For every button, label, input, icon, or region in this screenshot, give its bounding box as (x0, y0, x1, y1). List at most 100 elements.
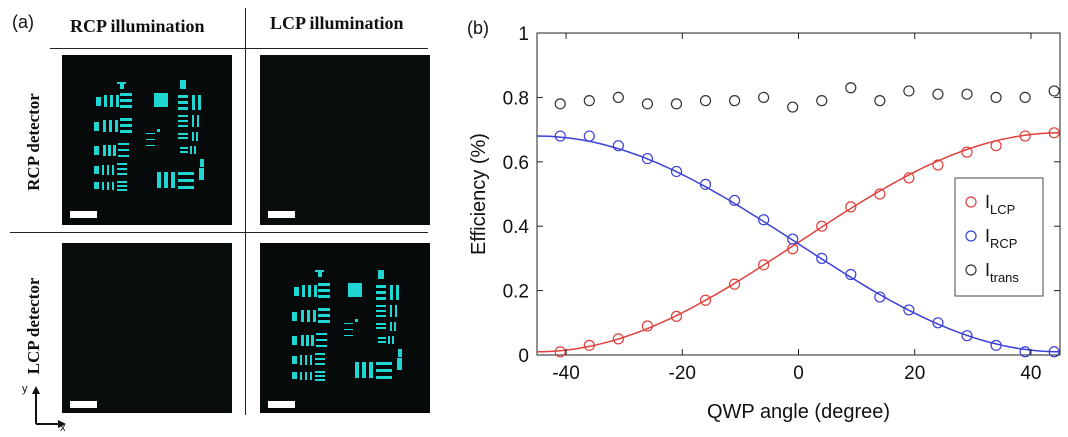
data-point-i-rcp (1048, 346, 1060, 358)
data-point-i-lcp (932, 159, 944, 171)
data-point-i-rcp (641, 152, 654, 165)
image-lcp-illum-lcp-detector (260, 243, 430, 413)
data-point-i-rcp (874, 291, 886, 303)
image-rcp-illum-lcp-detector (62, 243, 232, 413)
data-point-i-rcp (932, 317, 944, 329)
data-point-i-trans (1048, 85, 1060, 97)
legend-label-main: I (985, 226, 990, 246)
legend-label-main: I (985, 260, 990, 280)
data-point-i-trans (554, 98, 566, 110)
y-axis-label: Efficiency (%) (468, 133, 490, 255)
grid-horizontal-middle (10, 232, 428, 233)
data-point-i-trans (845, 82, 857, 94)
data-point-i-lcp (583, 339, 595, 351)
data-point-i-rcp (554, 130, 566, 142)
data-point-i-trans (641, 98, 654, 110)
x-tick-label: 20 (904, 363, 925, 384)
data-point-i-rcp (845, 268, 857, 281)
x-axis-label: QWP angle (degree) (707, 401, 890, 423)
data-point-i-lcp (903, 172, 915, 184)
grid-horizontal-top (50, 48, 428, 49)
resolution-target-pattern (94, 80, 204, 191)
data-point-i-rcp (612, 140, 624, 152)
data-point-i-lcp (728, 278, 741, 290)
data-point-i-trans (932, 88, 944, 100)
data-point-i-lcp (554, 346, 566, 358)
legend-label: ILCP (985, 192, 1015, 217)
column-header-lcp-illumination: LCP illumination (270, 13, 404, 33)
data-point-i-lcp (990, 140, 1002, 152)
y-tick-label: 0.6 (503, 153, 529, 174)
grid-vertical-divider (245, 8, 246, 415)
data-point-i-trans (816, 95, 828, 107)
data-point-i-trans (874, 95, 886, 107)
data-point-i-rcp (816, 252, 828, 264)
data-point-i-trans (990, 91, 1002, 104)
y-tick-label: 1 (518, 24, 529, 45)
data-point-i-lcp (641, 320, 654, 332)
x-tick-label: 0 (793, 363, 804, 384)
scale-bar (70, 211, 97, 218)
panel-b-label: (b) (467, 18, 489, 38)
data-point-i-rcp (699, 178, 712, 190)
xy-axes-indicator (32, 386, 66, 428)
data-point-i-trans (1019, 91, 1031, 104)
data-point-i-rcp (1019, 346, 1031, 358)
legend-marker (965, 230, 977, 242)
data-point-i-lcp (670, 310, 683, 322)
x-tick-label: 40 (1020, 363, 1041, 384)
data-point-i-rcp (728, 194, 741, 207)
x-tick-label: -20 (669, 363, 696, 384)
data-point-i-trans (612, 91, 624, 104)
data-point-i-rcp (583, 130, 595, 142)
data-point-i-rcp (787, 233, 799, 245)
data-point-i-trans (903, 85, 915, 97)
data-point-i-lcp (1019, 130, 1031, 142)
scale-bar (268, 211, 295, 218)
data-point-i-lcp (874, 188, 886, 200)
image-lcp-illum-rcp-detector (260, 55, 430, 225)
data-point-i-trans (583, 95, 595, 107)
resolution-target-pattern (292, 270, 402, 381)
data-point-i-rcp (990, 339, 1002, 351)
data-point-i-trans (699, 95, 712, 107)
column-header-rcp-illumination: RCP illumination (70, 16, 205, 36)
y-tick-label: 0 (518, 346, 529, 367)
data-point-i-lcp (816, 220, 828, 232)
data-point-i-trans (787, 101, 799, 113)
scale-bar (268, 401, 295, 408)
legend-marker (965, 196, 977, 208)
x-tick-label: -40 (552, 363, 579, 384)
legend-marker (965, 264, 977, 276)
axis-label-x: x (60, 422, 66, 434)
data-point-i-rcp (758, 214, 770, 226)
data-point-i-lcp (699, 294, 712, 306)
fit-line-i-lcp (536, 132, 1061, 353)
y-tick-label: 0.8 (503, 88, 529, 109)
data-point-i-rcp (903, 304, 915, 316)
y-tick-label: 0.2 (503, 282, 529, 303)
data-point-i-trans (758, 91, 770, 104)
legend-label: IRCP (985, 226, 1017, 251)
data-point-i-trans (961, 88, 973, 100)
data-point-i-rcp (961, 330, 973, 342)
legend-label-main: I (985, 192, 990, 212)
data-point-i-trans (728, 95, 741, 107)
fit-line-i-rcp (536, 135, 1061, 353)
data-point-i-lcp (845, 201, 857, 213)
data-point-i-lcp (1048, 127, 1060, 139)
legend-label-sub: RCP (990, 236, 1017, 251)
data-point-i-lcp (758, 259, 770, 271)
data-point-i-trans (670, 98, 683, 110)
legend-label-sub: LCP (990, 202, 1015, 217)
legend-label: Itrans (985, 260, 1019, 285)
axis-label-y: y (22, 383, 28, 395)
data-point-i-rcp (670, 165, 683, 178)
image-rcp-illum-rcp-detector (62, 55, 232, 225)
panel-a-label: (a) (12, 12, 34, 32)
y-tick-label: 0.4 (503, 217, 530, 238)
data-point-i-lcp (612, 333, 624, 345)
legend-label-sub: trans (990, 270, 1019, 285)
data-point-i-lcp (961, 146, 973, 158)
